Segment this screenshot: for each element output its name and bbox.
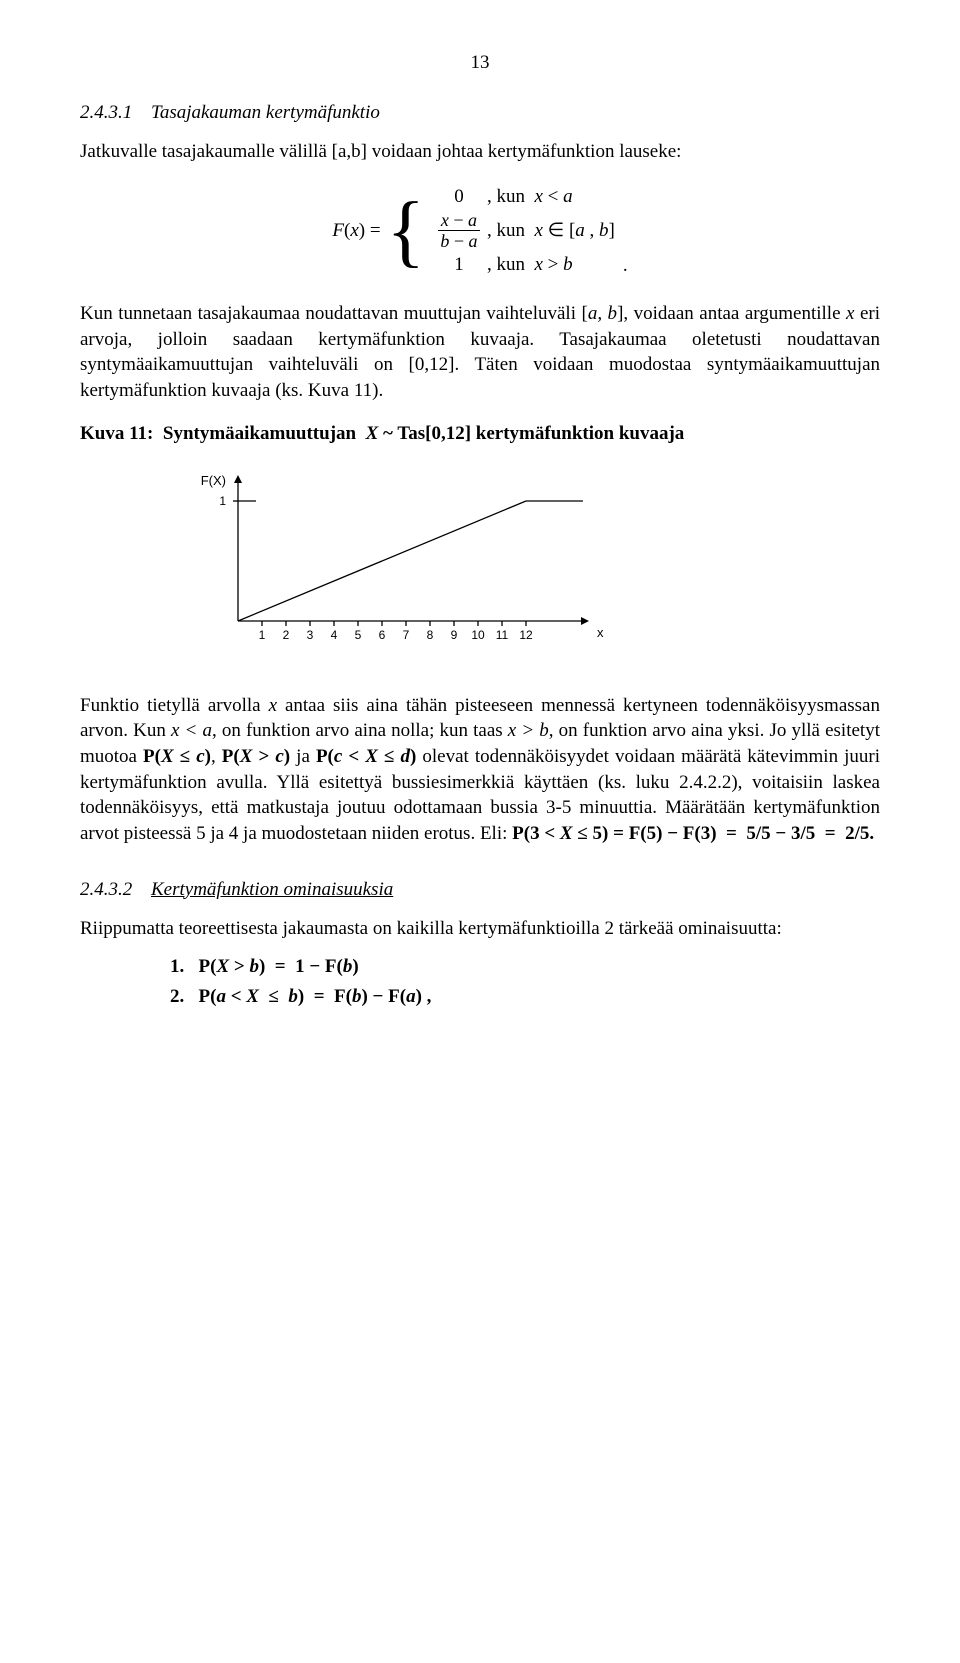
sec2-intro: Riippumatta teoreettisesta jakaumasta on… [80,916,880,942]
case3-cond: , kun x > b [487,252,573,278]
intro-text: Jatkuvalle tasajakaumalle välillä [a,b] … [80,141,681,162]
svg-text:10: 10 [471,628,485,642]
svg-text:9: 9 [451,628,458,642]
property-2: 2. P(a < X ≤ b) = F(b) − F(a) , [170,984,880,1010]
svg-text:12: 12 [519,628,533,642]
case1-value: 0 [431,184,487,210]
p3-t3: , on funktion arvo aina nolla; kun taas [212,720,508,741]
properties-list: 1. P(X > b) = 1 − F(b) 2. P(a < X ≤ b) =… [170,954,880,1009]
svg-text:F(X): F(X) [201,473,226,488]
property-1: 1. P(X > b) = 1 − F(b) [170,954,880,980]
svg-text:7: 7 [403,628,410,642]
svg-text:x: x [597,625,604,640]
case-row-1: 0 , kun x < a [431,183,615,211]
case-row-2: x − a b − a , kun x ∈ [a , b] [431,217,615,245]
p3-p3: P(c < X ≤ d) [316,746,416,767]
cdf-svg: 1F(X)123456789101112x [190,461,610,661]
svg-text:6: 6 [379,628,386,642]
cdf-chart: 1F(X)123456789101112x [190,461,880,669]
case1-cond: , kun x < a [487,184,573,210]
section-title: Tasajakauman kertymäfunktio [151,102,380,123]
p3-ineq1: x < a [171,720,212,741]
figure-caption: Kuva 11: Syntymäaikamuuttujan X ~ Tas[0,… [80,421,880,447]
p3-p2: P(X > c) [222,746,290,767]
p3-eq: P(3 < X ≤ 5) = F(5) − F(3) = 5/5 − 3/5 =… [512,823,874,844]
p3-t5: , [211,746,222,767]
svg-text:4: 4 [331,628,338,642]
svg-text:8: 8 [427,628,434,642]
section-heading-1: 2.4.3.1 Tasajakauman kertymäfunktio [80,100,880,126]
page-number: 13 [80,50,880,76]
piecewise-formula: F(x) = { 0 , kun x < a x − a b − a , kun… [80,183,880,279]
p3-p1: P(X ≤ c) [143,746,211,767]
p3-ineq2: x > b [508,720,549,741]
p3-x: x [269,695,277,716]
section2-title: Kertymäfunktion ominaisuuksia [151,879,393,900]
p3-t1: Funktio tietyllä arvolla [80,695,269,716]
paragraph-2: Kun tunnetaan tasajakaumaa noudattavan m… [80,301,880,404]
svg-text:5: 5 [355,628,362,642]
svg-text:3: 3 [307,628,314,642]
section2-number: 2.4.3.2 [80,879,132,900]
item1-num: 1. [170,956,184,977]
svg-text:2: 2 [283,628,290,642]
svg-text:1: 1 [219,494,226,508]
formula-lhs: F(x) = [332,218,380,244]
svg-text:11: 11 [496,628,509,642]
case2-value: x − a b − a [431,211,487,250]
case-row-3: 1 , kun x > b [431,251,615,279]
item2-num: 2. [170,986,184,1007]
section-heading-2: 2.4.3.2 Kertymäfunktion ominaisuuksia [80,877,880,903]
section-number: 2.4.3.1 [80,102,132,123]
case3-value: 1 [431,252,487,278]
trailing-period: . [623,253,628,279]
svg-text:1: 1 [259,628,266,642]
left-brace: { [387,201,425,261]
p2-t1: Kun tunnetaan tasajakaumaa noudattavan m… [80,303,588,324]
p2-t2: ], voidaan antaa argumentille [617,303,846,324]
p2-ab: a, b [588,303,617,324]
case2-cond: , kun x ∈ [a , b] [487,218,615,244]
formula-cases: 0 , kun x < a x − a b − a , kun x ∈ [a ,… [431,183,615,279]
intro-paragraph-1: Jatkuvalle tasajakaumalle välillä [a,b] … [80,139,880,165]
paragraph-3: Funktio tietyllä arvolla x antaa siis ai… [80,693,880,847]
p3-t6: ja [290,746,316,767]
